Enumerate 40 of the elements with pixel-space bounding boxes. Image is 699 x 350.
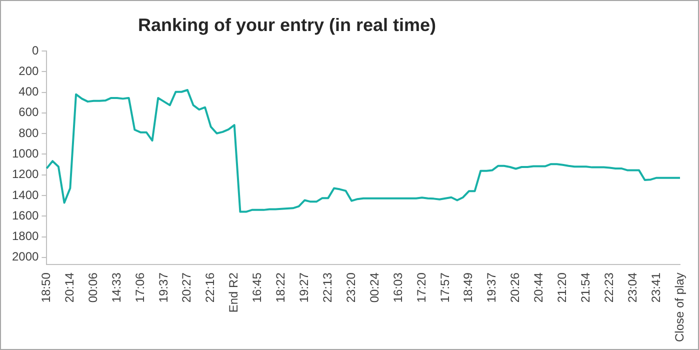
x-tick-label: 23:20 xyxy=(344,272,358,303)
x-tick-label: 19:27 xyxy=(297,272,312,303)
x-tick-label: 21:54 xyxy=(578,272,592,303)
y-tick-label: 2000 xyxy=(12,250,40,264)
x-tick-label: 20:27 xyxy=(180,272,194,303)
x-tick-label: 18:49 xyxy=(461,272,476,303)
y-tick-label: 1000 xyxy=(12,146,40,161)
x-tick-label: End R2 xyxy=(226,272,241,313)
x-tick-label: 20:14 xyxy=(62,272,76,303)
x-tick-label: 16:03 xyxy=(390,272,405,303)
x-tick-label: 23:41 xyxy=(648,272,663,303)
x-tick-label: 17:57 xyxy=(438,272,452,303)
x-tick-label: 17:20 xyxy=(414,272,428,303)
y-tick-label: 1400 xyxy=(12,188,40,202)
x-tick-label: 19:37 xyxy=(484,272,499,303)
x-tick-label: 14:33 xyxy=(109,272,124,303)
y-tick-label: 400 xyxy=(18,84,40,99)
y-tick-label: 800 xyxy=(18,126,40,140)
x-tick-label: 22:13 xyxy=(320,272,334,303)
x-tick-label: 22:23 xyxy=(602,272,616,303)
y-tick-label: 0 xyxy=(32,43,40,58)
y-tick-label: 600 xyxy=(18,105,40,120)
x-tick-label: 18:22 xyxy=(274,272,288,303)
x-tick-label: Close of play xyxy=(672,272,686,342)
y-tick-label: 200 xyxy=(18,64,40,78)
x-tick-label: 20:26 xyxy=(508,272,522,303)
y-tick-label: 1600 xyxy=(12,208,40,222)
x-tick-label: 17:06 xyxy=(132,272,147,303)
x-tick-label: 20:44 xyxy=(532,272,546,303)
x-tick-label: 23:04 xyxy=(625,272,640,303)
chart-title: Ranking of your entry (in real time) xyxy=(138,15,436,36)
x-tick-label: 00:24 xyxy=(367,272,382,303)
x-tick-label: 18:50 xyxy=(39,272,54,303)
x-tick-label: 00:06 xyxy=(86,272,100,303)
x-tick-label: 16:45 xyxy=(250,272,264,303)
x-tick-label: 22:16 xyxy=(203,272,218,303)
x-tick-label: 21:20 xyxy=(555,272,570,303)
y-tick-label: 1800 xyxy=(12,229,40,244)
x-tick-label: 19:37 xyxy=(156,272,170,303)
y-tick-label: 1200 xyxy=(12,167,40,182)
